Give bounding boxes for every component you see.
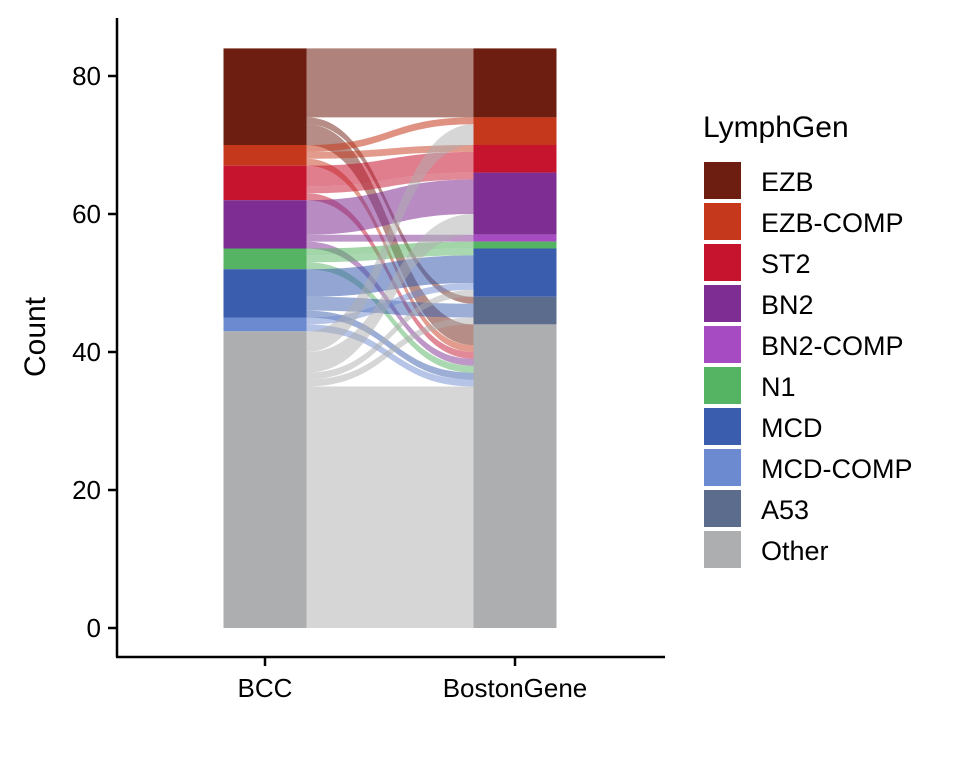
legend-label-a53: A53 — [761, 495, 809, 525]
x-tick-label: BCC — [238, 673, 293, 703]
flows-layer — [307, 48, 474, 628]
stratum-bostongene-st2 — [474, 145, 557, 173]
legend-label-mcd-comp: MCD-COMP — [761, 454, 912, 484]
legend-swatch-other — [704, 531, 741, 568]
stratum-bcc-st2 — [224, 166, 307, 201]
legend-label-mcd: MCD — [761, 413, 823, 443]
legend-title: LymphGen — [703, 111, 849, 144]
stratum-bostongene-mcd — [474, 249, 557, 297]
stratum-bcc-mcd — [224, 269, 307, 317]
stratum-bostongene-n1 — [474, 242, 557, 249]
legend-label-bn2: BN2 — [761, 290, 814, 320]
y-tick-label: 40 — [72, 337, 101, 367]
legend-swatch-ezb — [704, 162, 741, 199]
legend-label-bn2-comp: BN2-COMP — [761, 331, 904, 361]
legend-swatch-bn2 — [704, 285, 741, 322]
y-tick-label: 60 — [72, 199, 101, 229]
stratum-bcc-ezb-comp — [224, 145, 307, 166]
legend-swatch-st2 — [704, 244, 741, 281]
alluvial-chart: 0 20 40 60 80 BCC BostonGene Count LymphGen E… — [0, 0, 960, 768]
legend-swatch-bn2-comp — [704, 326, 741, 363]
legend-items: EZB EZB-COMP ST2 BN2 BN2-COMP N1 MCD MCD-COMP A5… — [704, 162, 912, 568]
stratum-bostongene-bn2-comp — [474, 235, 557, 242]
stratum-bostongene-other — [474, 324, 557, 628]
stratum-bostongene-bn2 — [474, 173, 557, 235]
stratum-bostongene-a53 — [474, 297, 557, 325]
stratum-bcc-bn2 — [224, 200, 307, 248]
stratum-bcc-n1 — [224, 249, 307, 270]
stratum-bostongene-ezb-comp — [474, 117, 557, 145]
stratum-bcc-mcd-comp — [224, 318, 307, 332]
flow-ezb-to-ezb — [307, 48, 474, 117]
chart-canvas: 0 20 40 60 80 BCC BostonGene Count LymphGen E… — [0, 0, 960, 768]
legend-swatch-mcd-comp — [704, 449, 741, 486]
legend-swatch-ezb-comp — [704, 203, 741, 240]
legend-swatch-a53 — [704, 490, 741, 527]
legend-label-other: Other — [761, 536, 829, 566]
legend-swatch-n1 — [704, 367, 741, 404]
legend-label-st2: ST2 — [761, 249, 811, 279]
legend: LymphGen EZB EZB-COMP ST2 BN2 BN2-COMP N1 MCD M… — [703, 111, 912, 568]
legend-label-n1: N1 — [761, 372, 796, 402]
y-ticks: 0 20 40 60 80 — [72, 61, 117, 643]
stratum-bcc-ezb — [224, 48, 307, 145]
stratum-bostongene-ezb — [474, 48, 557, 117]
legend-label-ezb-comp: EZB-COMP — [761, 208, 904, 238]
legend-swatch-mcd — [704, 408, 741, 445]
flow-other-to-other — [307, 387, 474, 629]
legend-label-ezb: EZB — [761, 167, 814, 197]
y-tick-label: 20 — [72, 475, 101, 505]
y-tick-label: 80 — [72, 61, 101, 91]
stratum-bcc-other — [224, 331, 307, 628]
x-ticks: BCC BostonGene — [238, 657, 588, 703]
y-tick-label: 0 — [87, 613, 101, 643]
y-axis-title: Count — [19, 296, 52, 377]
x-tick-label: BostonGene — [443, 673, 588, 703]
